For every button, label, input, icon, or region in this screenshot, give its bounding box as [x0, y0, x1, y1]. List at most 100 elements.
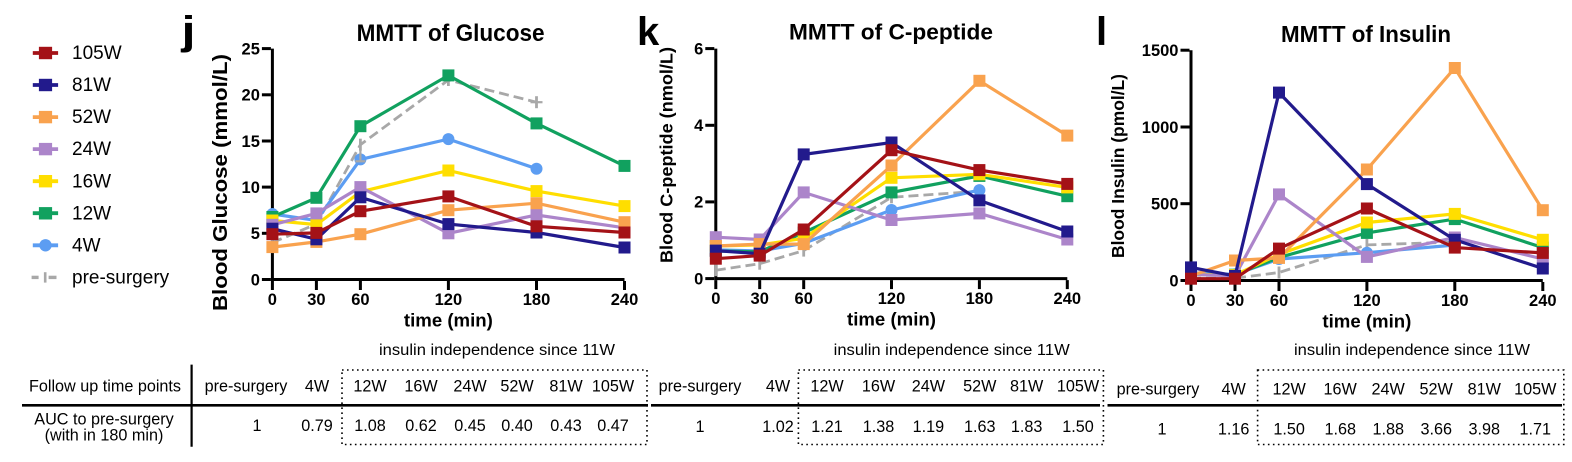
- svg-text:1500: 1500: [1142, 42, 1179, 60]
- svg-text:Blood Insulin (pmol/L): Blood Insulin (pmol/L): [1108, 74, 1128, 258]
- svg-text:15: 15: [242, 133, 260, 151]
- svg-text:4W: 4W: [305, 378, 330, 396]
- svg-text:16W: 16W: [862, 378, 896, 396]
- svg-text:1000: 1000: [1142, 119, 1179, 137]
- svg-text:52W: 52W: [72, 107, 111, 128]
- svg-text:0: 0: [694, 270, 703, 288]
- svg-text:120: 120: [1353, 292, 1381, 310]
- svg-text:0: 0: [251, 271, 260, 289]
- svg-text:0.45: 0.45: [454, 417, 486, 435]
- svg-text:j: j: [180, 9, 195, 53]
- svg-text:105W: 105W: [1057, 378, 1100, 396]
- svg-text:0.43: 0.43: [550, 417, 582, 435]
- svg-text:pre-surgery: pre-surgery: [659, 378, 743, 396]
- svg-text:20: 20: [242, 87, 260, 105]
- svg-text:81W: 81W: [1010, 378, 1044, 396]
- svg-text:6: 6: [694, 40, 703, 58]
- svg-text:1.19: 1.19: [913, 418, 945, 436]
- svg-text:1.63: 1.63: [964, 418, 996, 436]
- svg-text:time (min): time (min): [1322, 312, 1411, 332]
- svg-text:105W: 105W: [592, 378, 635, 396]
- svg-text:12W: 12W: [810, 378, 844, 396]
- svg-text:81W: 81W: [549, 378, 583, 396]
- svg-text:12W: 12W: [353, 378, 387, 396]
- svg-text:(with in 180 min): (with in 180 min): [45, 427, 164, 445]
- svg-text:pre-surgery: pre-surgery: [72, 268, 170, 289]
- svg-text:MMTT of Insulin: MMTT of Insulin: [1281, 21, 1451, 47]
- svg-text:0: 0: [1186, 292, 1195, 310]
- svg-text:52W: 52W: [1420, 381, 1454, 399]
- svg-text:1.38: 1.38: [863, 418, 895, 436]
- svg-text:0: 0: [711, 290, 720, 308]
- svg-text:180: 180: [966, 290, 994, 308]
- svg-text:Follow up time points: Follow up time points: [29, 378, 181, 396]
- svg-text:pre-surgery: pre-surgery: [1117, 381, 1201, 399]
- svg-text:time (min): time (min): [404, 311, 493, 331]
- svg-text:5: 5: [251, 225, 260, 243]
- svg-text:60: 60: [351, 291, 369, 309]
- svg-text:4W: 4W: [72, 235, 101, 256]
- svg-text:1.08: 1.08: [354, 417, 386, 435]
- svg-text:1.50: 1.50: [1273, 421, 1305, 439]
- svg-text:0: 0: [1169, 272, 1178, 290]
- svg-text:0.40: 0.40: [501, 417, 533, 435]
- svg-text:insulin independence since 11W: insulin independence since 11W: [1294, 342, 1530, 359]
- svg-text:1.16: 1.16: [1218, 421, 1250, 439]
- svg-text:30: 30: [751, 290, 769, 308]
- svg-text:1.21: 1.21: [811, 418, 843, 436]
- svg-text:insulin independence since 11W: insulin independence since 11W: [834, 342, 1070, 359]
- svg-text:105W: 105W: [72, 43, 122, 64]
- svg-text:3.66: 3.66: [1420, 421, 1452, 439]
- svg-text:4W: 4W: [1221, 381, 1246, 399]
- svg-text:52W: 52W: [500, 378, 534, 396]
- svg-text:1: 1: [1157, 421, 1166, 439]
- svg-text:0.47: 0.47: [597, 417, 629, 435]
- svg-text:l: l: [1096, 10, 1107, 54]
- svg-text:500: 500: [1151, 196, 1179, 214]
- svg-text:MMTT of Glucose: MMTT of Glucose: [357, 20, 545, 47]
- svg-text:0: 0: [268, 291, 277, 309]
- svg-text:0.62: 0.62: [405, 417, 437, 435]
- svg-text:1.02: 1.02: [762, 418, 794, 436]
- svg-text:Blood Glucose (mmol/L): Blood Glucose (mmol/L): [210, 54, 232, 311]
- svg-text:60: 60: [1270, 292, 1288, 310]
- svg-text:4: 4: [694, 117, 704, 135]
- svg-text:240: 240: [611, 291, 639, 309]
- svg-text:1: 1: [252, 417, 261, 435]
- svg-text:16W: 16W: [72, 171, 111, 192]
- svg-text:24W: 24W: [453, 378, 487, 396]
- svg-text:MMTT of C-peptide: MMTT of C-peptide: [789, 20, 993, 45]
- svg-text:1.50: 1.50: [1062, 418, 1094, 436]
- svg-text:12W: 12W: [72, 203, 111, 224]
- svg-text:4W: 4W: [766, 378, 791, 396]
- svg-text:AUC to pre-surgery: AUC to pre-surgery: [34, 411, 174, 429]
- svg-text:insulin independence since 11W: insulin independence since 11W: [379, 342, 615, 359]
- svg-text:16W: 16W: [404, 378, 438, 396]
- svg-text:Blood C-peptide (nmol/L): Blood C-peptide (nmol/L): [657, 47, 677, 263]
- svg-text:24W: 24W: [72, 139, 111, 160]
- svg-text:120: 120: [878, 290, 906, 308]
- svg-text:240: 240: [1529, 292, 1557, 310]
- svg-text:time (min): time (min): [847, 310, 936, 330]
- svg-text:2: 2: [694, 194, 703, 212]
- svg-text:180: 180: [523, 291, 551, 309]
- svg-text:30: 30: [1226, 292, 1244, 310]
- svg-text:60: 60: [795, 290, 813, 308]
- svg-text:pre-surgery: pre-surgery: [205, 378, 289, 396]
- svg-text:3.98: 3.98: [1469, 421, 1501, 439]
- svg-text:10: 10: [242, 179, 260, 197]
- svg-text:24W: 24W: [1372, 381, 1406, 399]
- svg-text:81W: 81W: [1468, 381, 1502, 399]
- svg-text:k: k: [637, 10, 660, 54]
- svg-text:25: 25: [242, 40, 260, 58]
- svg-text:52W: 52W: [963, 378, 997, 396]
- svg-text:81W: 81W: [72, 75, 111, 96]
- svg-text:12W: 12W: [1272, 381, 1306, 399]
- svg-text:180: 180: [1441, 292, 1469, 310]
- svg-text:16W: 16W: [1324, 381, 1358, 399]
- svg-text:105W: 105W: [1514, 381, 1557, 399]
- svg-text:0.79: 0.79: [301, 417, 333, 435]
- svg-text:1: 1: [695, 418, 704, 436]
- svg-text:120: 120: [435, 291, 463, 309]
- svg-text:30: 30: [307, 291, 325, 309]
